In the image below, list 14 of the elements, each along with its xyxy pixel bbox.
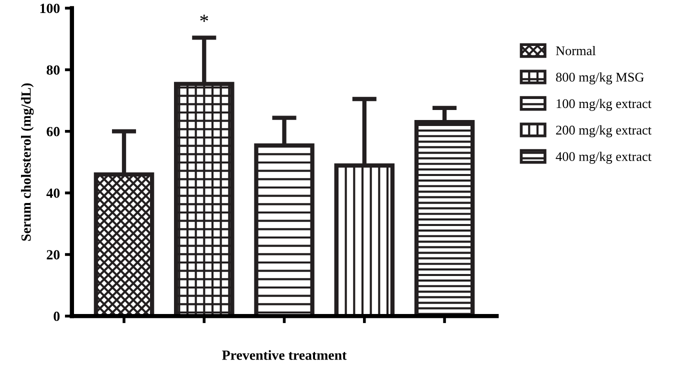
legend-label: 100 mg/kg extract xyxy=(556,98,652,111)
y-tick-label: 100 xyxy=(40,4,60,14)
y-tick-label: 40 xyxy=(46,188,60,198)
y-tick-label: 0 xyxy=(54,312,60,322)
legend-label: 800 mg/kg MSG xyxy=(556,72,644,84)
annotation: * xyxy=(200,14,208,22)
y-tick-label: 20 xyxy=(46,250,60,260)
y-tick-label: 60 xyxy=(46,126,60,136)
legend-label: 200 mg/kg extract xyxy=(556,125,652,138)
legend-label: 400 mg/kg extract xyxy=(556,152,652,164)
legend-label: Normal xyxy=(556,46,596,56)
y-tick-label: 80 xyxy=(46,65,60,75)
x-axis-title: Preventive treatment xyxy=(222,350,347,360)
y-axis-title: Serum cholesterol (mg/dL) xyxy=(21,83,34,241)
